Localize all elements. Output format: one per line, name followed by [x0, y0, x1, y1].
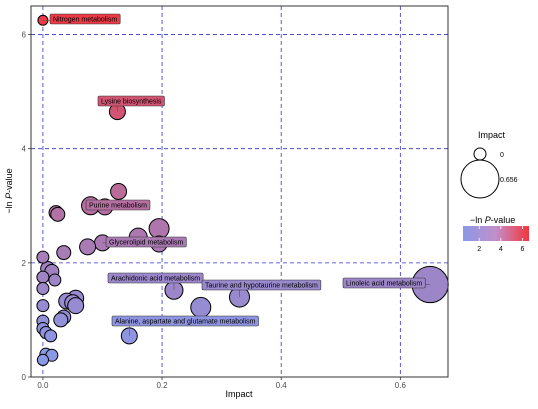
point-label: Alanine, aspartate and glutamate metabol…	[111, 315, 259, 336]
point-label-text: Glycerolipid metabolism	[109, 240, 183, 247]
point-label: Purine metabolism	[85, 199, 151, 211]
point-label-text: Linoleic acid metabolism	[346, 281, 422, 288]
size-legend-circle	[460, 159, 500, 199]
point-label-box	[105, 236, 187, 248]
data-point	[44, 329, 58, 343]
x-tick-label: 0.0	[37, 381, 49, 390]
y-tick-label: 6	[22, 31, 27, 40]
color-legend-bar	[463, 226, 529, 241]
point-label: Arachidonic acid metabolism	[107, 272, 204, 291]
y-axis-title: −ln P-value	[4, 168, 14, 213]
data-point	[36, 250, 50, 264]
data-point	[190, 296, 212, 318]
point-label-text: Arachidonic acid metabolism	[111, 276, 200, 283]
data-point	[79, 238, 97, 256]
y-tick-label: 0	[22, 373, 27, 382]
point-label: Linoleic acid metabolism	[342, 277, 431, 289]
data-point	[36, 353, 50, 366]
point-label-box	[201, 279, 322, 291]
point-label-box	[49, 13, 121, 25]
pvalue-color-legend: −ln P-value 2 4 6	[463, 215, 529, 253]
data-point	[36, 282, 50, 296]
point-label-box	[85, 199, 151, 211]
point-label-box	[111, 315, 259, 327]
point-labels: Nitrogen metabolism Lysine biosynthesis Pu…	[42, 13, 431, 336]
point-label: Nitrogen metabolism	[42, 13, 121, 25]
data-point	[53, 312, 69, 328]
size-legend-title: Impact	[478, 130, 506, 140]
x-axis-title: Impact	[225, 389, 253, 399]
size-legend-circle	[473, 147, 487, 161]
data-point	[110, 183, 128, 200]
data-point	[56, 245, 72, 261]
data-point	[36, 299, 50, 313]
point-label-text: Purine metabolism	[89, 203, 147, 210]
point-label: Glycerolipid metabolism	[102, 236, 187, 248]
plot-panel-border	[30, 5, 449, 378]
x-tick-label: 0.4	[276, 381, 288, 390]
point-label-text: Nitrogen metabolism	[53, 17, 117, 24]
x-axis-ticks: 0.0 0.2 0.4 0.6	[37, 377, 406, 390]
data-point	[67, 297, 85, 315]
impact-size-legend: Impact 0 0.656	[460, 130, 518, 199]
data-point	[50, 206, 66, 222]
point-label-box	[342, 277, 426, 289]
y-tick-label: 4	[22, 145, 27, 154]
point-label: Taurine and hypotaurine metabolism	[201, 279, 322, 298]
color-legend-title: −ln P-value	[470, 215, 515, 225]
data-point	[36, 270, 50, 284]
x-tick-label: 0.2	[156, 381, 168, 390]
color-legend-tick-label: 4	[499, 246, 503, 253]
point-label-box	[107, 272, 204, 284]
point-label-box	[97, 95, 165, 107]
x-tick-label: 0.6	[395, 381, 407, 390]
size-legend-label: 0	[500, 152, 504, 159]
data-point	[48, 273, 62, 287]
color-legend-tick-label: 2	[477, 246, 481, 253]
point-label-text: Alanine, aspartate and glutamate metabol…	[115, 319, 256, 326]
y-tick-label: 2	[22, 259, 27, 268]
point-label: Lysine biosynthesis	[97, 95, 165, 112]
point-label-text: Taurine and hypotaurine metabolism	[205, 283, 318, 290]
color-legend-tick-label: 6	[521, 246, 525, 253]
size-legend-label: 0.656	[500, 177, 518, 184]
point-label-text: Lysine biosynthesis	[101, 99, 162, 106]
